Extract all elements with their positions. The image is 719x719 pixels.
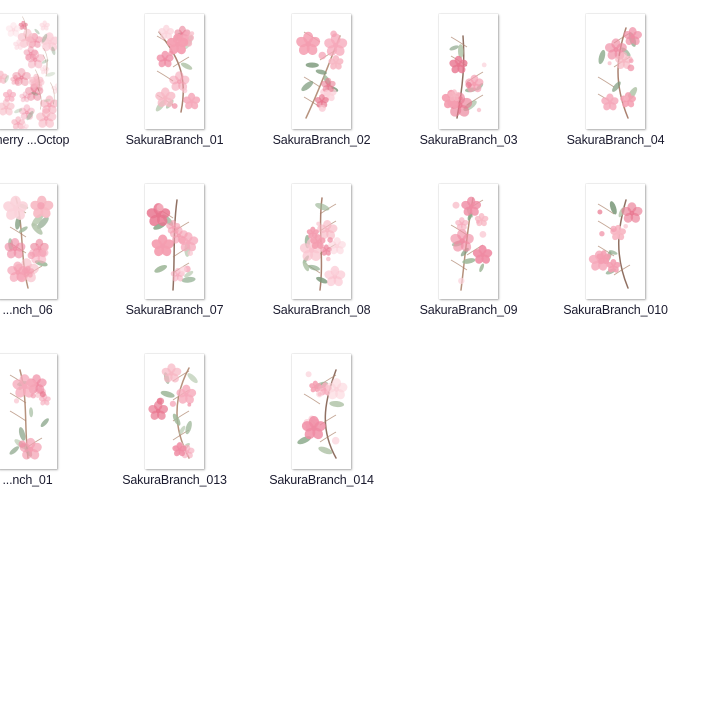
file-name-label: SakuraBranch_014 (269, 473, 374, 487)
file-name-label: SakuraBranch_013 (122, 473, 227, 487)
file-thumbnail[interactable] (0, 347, 101, 469)
file-name-label: SakuraBranch_07 (125, 303, 224, 317)
image-preview-icon (145, 354, 204, 469)
file-name-label: ...nch_01 (2, 473, 53, 487)
file-thumbnail[interactable] (542, 7, 689, 129)
file-thumbnail[interactable] (248, 347, 395, 469)
file-thumbnail[interactable] (0, 7, 101, 129)
image-preview-icon (0, 14, 57, 129)
file-item[interactable]: SakuraBranch_07 (101, 177, 248, 318)
file-name-label: ...herry ...Octop (0, 133, 70, 147)
image-preview-icon (0, 354, 57, 469)
file-thumbnail[interactable] (101, 177, 248, 299)
file-name-label: SakuraB... (689, 132, 719, 148)
file-name-label: SakuraBranch_010 (563, 303, 668, 317)
file-item[interactable]: SakuraBranch_010 (542, 177, 689, 318)
image-preview-icon (439, 184, 498, 299)
file-name-label: SakuraBranch_01 (125, 133, 224, 147)
file-item[interactable]: SakuraBranch_08 (248, 177, 395, 318)
file-name-label: SakuraBranch_09 (419, 303, 518, 317)
file-thumbnail[interactable] (0, 177, 101, 299)
file-item[interactable]: SakuraBranch_09 (395, 177, 542, 318)
file-item[interactable]: SakuraBranch_01 (101, 7, 248, 148)
image-preview-icon (145, 184, 204, 299)
file-item[interactable]: ...nch_06 (0, 177, 101, 318)
image-preview-icon (292, 184, 351, 299)
file-thumbnail[interactable] (395, 177, 542, 299)
file-thumbnail[interactable] (101, 7, 248, 129)
image-preview-icon (292, 354, 351, 469)
file-item[interactable]: ...nch_01 (0, 347, 101, 488)
image-preview-icon (586, 14, 645, 129)
file-name-label: SakuraBranch_04 (566, 133, 665, 147)
file-thumbnail[interactable] (248, 7, 395, 129)
file-name-label: SakuraB... (689, 302, 719, 318)
file-thumbnail[interactable] (395, 7, 542, 129)
file-name-label: SakuraBranch_08 (272, 303, 371, 317)
file-name-label: SakuraBranch_03 (419, 133, 518, 147)
file-item[interactable]: SakuraB... (689, 7, 719, 148)
file-item[interactable]: ...herry ...Octop (0, 7, 101, 148)
file-thumbnail[interactable] (101, 347, 248, 469)
file-name-label: SakuraBranch_02 (272, 133, 371, 147)
file-item[interactable]: SakuraBranch_03 (395, 7, 542, 148)
file-thumbnail[interactable] (542, 177, 689, 299)
file-item[interactable]: SakuraBranch_014 (248, 347, 395, 488)
image-preview-icon (439, 14, 498, 129)
image-preview-icon (145, 14, 204, 129)
file-name-label: ...nch_06 (2, 303, 53, 317)
image-preview-icon (0, 184, 57, 299)
file-item[interactable]: SakuraBranch_04 (542, 7, 689, 148)
image-preview-icon (586, 184, 645, 299)
file-thumbnail[interactable] (248, 177, 395, 299)
file-item[interactable]: SakuraB... (689, 177, 719, 318)
file-thumbnail[interactable] (689, 7, 719, 129)
image-preview-icon (292, 14, 351, 129)
file-item[interactable]: SakuraBranch_02 (248, 7, 395, 148)
file-item[interactable]: SakuraBranch_013 (101, 347, 248, 488)
file-thumbnail[interactable] (689, 177, 719, 299)
